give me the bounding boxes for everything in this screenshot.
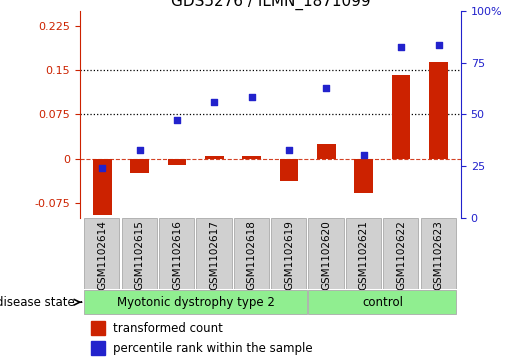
Text: GSM1102618: GSM1102618 (247, 220, 256, 290)
FancyBboxPatch shape (383, 218, 418, 289)
Text: GSM1102622: GSM1102622 (396, 220, 406, 290)
Point (285, 147, 293, 153)
FancyBboxPatch shape (421, 218, 456, 289)
Text: GSM1102617: GSM1102617 (209, 220, 219, 290)
Point (359, 152, 368, 158)
Bar (167, 159, 186, 164)
Text: GSM1102623: GSM1102623 (434, 220, 443, 290)
Text: GSM1102614: GSM1102614 (97, 220, 107, 290)
Bar (243, 156, 261, 159)
Point (173, 117, 181, 123)
Bar (317, 144, 336, 159)
Text: GSM1102616: GSM1102616 (172, 220, 182, 290)
Text: transformed count: transformed count (113, 322, 222, 335)
Bar (93, 159, 112, 215)
Bar (429, 62, 448, 159)
Point (322, 85, 331, 91)
FancyBboxPatch shape (234, 218, 269, 289)
Point (434, 42, 442, 48)
Point (248, 94, 256, 99)
FancyBboxPatch shape (308, 218, 344, 289)
Bar (280, 159, 298, 181)
FancyBboxPatch shape (196, 218, 232, 289)
Text: GSM1102615: GSM1102615 (134, 220, 145, 290)
FancyBboxPatch shape (271, 218, 306, 289)
Point (135, 147, 144, 153)
FancyBboxPatch shape (346, 218, 381, 289)
FancyBboxPatch shape (122, 218, 157, 289)
FancyBboxPatch shape (159, 218, 194, 289)
Bar (354, 159, 373, 193)
Bar (205, 156, 224, 159)
Bar (392, 75, 410, 159)
Bar (91, 341, 105, 355)
Text: disease state: disease state (0, 296, 75, 309)
Point (210, 99, 218, 105)
Text: GSM1102619: GSM1102619 (284, 220, 294, 290)
Title: GDS5276 / ILMN_1871099: GDS5276 / ILMN_1871099 (170, 0, 370, 9)
Text: percentile rank within the sample: percentile rank within the sample (113, 342, 312, 355)
FancyBboxPatch shape (84, 218, 119, 289)
Point (98, 165, 107, 171)
FancyBboxPatch shape (84, 290, 307, 314)
Text: GSM1102621: GSM1102621 (359, 220, 369, 290)
Text: GSM1102620: GSM1102620 (321, 220, 332, 290)
Text: control: control (362, 296, 403, 309)
Bar (91, 322, 105, 335)
Text: Myotonic dystrophy type 2: Myotonic dystrophy type 2 (117, 296, 274, 309)
Point (397, 44, 405, 50)
Bar (130, 159, 149, 174)
FancyBboxPatch shape (308, 290, 456, 314)
